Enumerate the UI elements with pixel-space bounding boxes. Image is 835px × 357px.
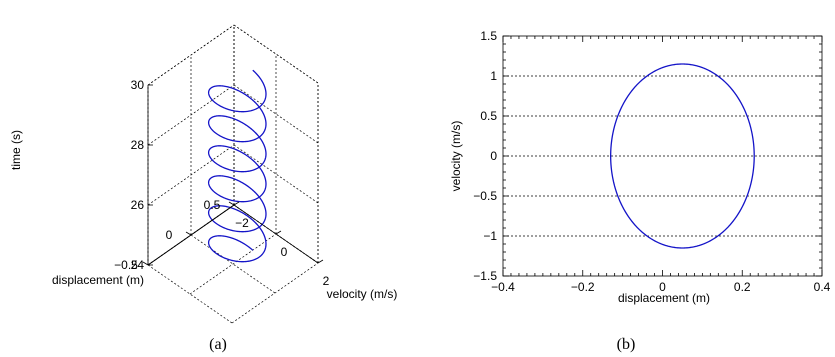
plot-frame — [502, 35, 823, 277]
y-tick-label: 0 — [490, 149, 497, 163]
grid-line-z — [147, 84, 235, 146]
x-axis-label: displacement (m) — [52, 273, 144, 287]
floor-grid-y — [231, 262, 319, 324]
y-axis-label: velocity (m/s) — [449, 121, 463, 192]
phase-orbit-line — [610, 63, 755, 249]
helix-trajectory-line — [207, 69, 267, 263]
x-tick-label: 0.5 — [204, 198, 221, 212]
x-tick-mark — [185, 231, 192, 236]
x-tick-label: −0.2 — [571, 280, 595, 294]
y-tick-label: −1.5 — [473, 269, 497, 283]
y-tick-label: 1.5 — [480, 29, 497, 43]
chart-a-3d-trajectory: −0.5 0 0.5 −2 0 2 24 26 28 30 displacement (m) velo… — [9, 24, 398, 353]
x-tick-label: −0.5 — [114, 258, 138, 272]
y-axis-label: velocity (m/s) — [327, 287, 398, 301]
z-axis-label: time (s) — [9, 130, 23, 170]
back-edge — [233, 24, 319, 84]
y-tick-label: 1 — [490, 69, 497, 83]
y-tick-mark — [233, 201, 240, 206]
z-tick-label: 28 — [131, 138, 145, 152]
x-tick-label: 0 — [166, 228, 173, 242]
y-tick-mark — [317, 259, 324, 264]
caption-a: (a) — [209, 336, 227, 353]
x-tick-mark — [228, 201, 235, 206]
chart-b-phase-portrait: −0.4 −0.2 0 0.2 0.4 −1.5 −1 −0.5 0 0.5 1 1.5 displac… — [449, 29, 831, 353]
y-tick-label: −2 — [235, 216, 249, 230]
y-tick-label: −1 — [483, 229, 497, 243]
x-tick-mark — [142, 261, 149, 266]
grid-line-z — [147, 144, 235, 206]
x-tick-label: 0.4 — [814, 280, 831, 294]
x-tick-label: 0.2 — [734, 280, 751, 294]
floor-grid-y — [189, 233, 277, 295]
grid-line-z — [147, 24, 235, 86]
z-tick-label: 26 — [131, 198, 145, 212]
floor-grid-x — [147, 264, 233, 324]
x-axis-label: displacement (m) — [618, 291, 710, 305]
y-tick-label: 0.5 — [480, 109, 497, 123]
y-tick-label: 0 — [281, 245, 288, 259]
x-tick-label: −0.4 — [491, 280, 515, 294]
caption-b: (b) — [617, 336, 636, 353]
y-tick-label: −0.5 — [473, 189, 497, 203]
grid-line-z — [233, 24, 319, 84]
x-tick-label: 0 — [659, 280, 666, 294]
z-tick-label: 24 — [131, 258, 145, 272]
grid-line-z — [233, 144, 319, 204]
floor-grid-x — [190, 234, 276, 294]
grid-line-z — [233, 84, 319, 144]
z-tick-label: 30 — [131, 78, 145, 92]
y-tick-mark — [275, 230, 282, 235]
y-tick-label: 2 — [323, 274, 330, 288]
